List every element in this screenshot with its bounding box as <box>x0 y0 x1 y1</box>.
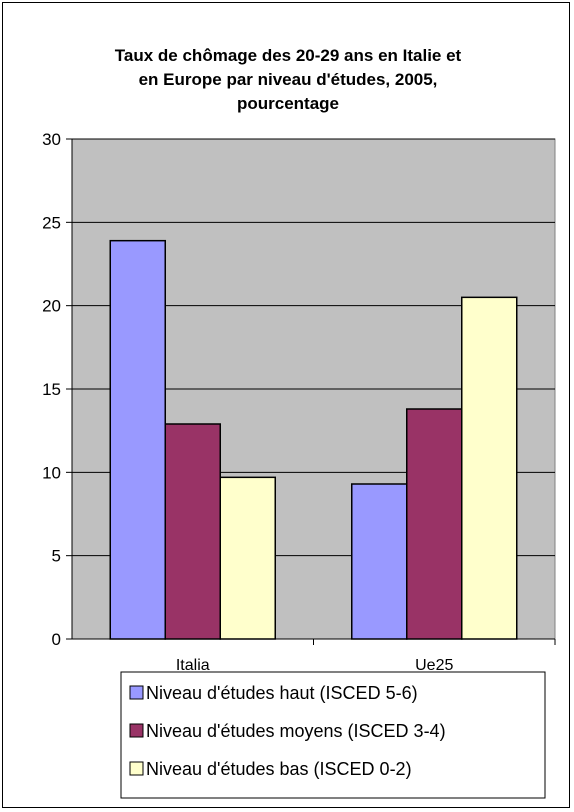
chart-title-line: pourcentage <box>237 94 339 113</box>
legend-swatch <box>129 761 144 776</box>
legend: Niveau d'études haut (ISCED 5-6) Niveau d… <box>120 671 546 799</box>
y-tick-label: 5 <box>52 547 61 566</box>
legend-label: Niveau d'études haut (ISCED 5-6) <box>146 683 418 703</box>
bar-ue25-series-1 <box>351 483 408 640</box>
bar-italia-series-2 <box>164 423 221 640</box>
chart-title-line: en Europe par niveau d'études, 2005, <box>139 70 438 89</box>
chart-svg: Taux de chômage des 20-29 ans en Italie … <box>42 46 556 799</box>
y-tick-label: 25 <box>42 213 61 232</box>
bar-ue25-series-2 <box>406 408 463 640</box>
y-tick-label: 20 <box>42 297 61 316</box>
legend-swatch <box>129 723 144 738</box>
legend-swatch <box>129 685 144 700</box>
legend-label: Niveau d'études moyens (ISCED 3-4) <box>146 721 446 741</box>
legend-box <box>120 671 546 799</box>
legend-label: Niveau d'études bas (ISCED 0-2) <box>146 759 412 779</box>
bars <box>109 239 518 640</box>
x-category-label: Italia <box>176 657 210 674</box>
bar-italia-series-1 <box>109 239 166 640</box>
chart-title-line: Taux de chômage des 20-29 ans en Italie … <box>115 46 462 65</box>
y-tick-label: 10 <box>42 463 61 482</box>
axes: 0 5 10 15 20 25 30 Italia Ue25 <box>42 130 556 674</box>
y-tick-label: 30 <box>42 130 61 149</box>
chart-title: Taux de chômage des 20-29 ans en Italie … <box>115 46 462 113</box>
y-tick-label: 15 <box>42 380 61 399</box>
bar-ue25-series-3 <box>461 296 518 640</box>
bar-italia-series-3 <box>219 476 276 640</box>
x-category-label: Ue25 <box>415 657 453 674</box>
y-tick-label: 0 <box>52 630 61 649</box>
